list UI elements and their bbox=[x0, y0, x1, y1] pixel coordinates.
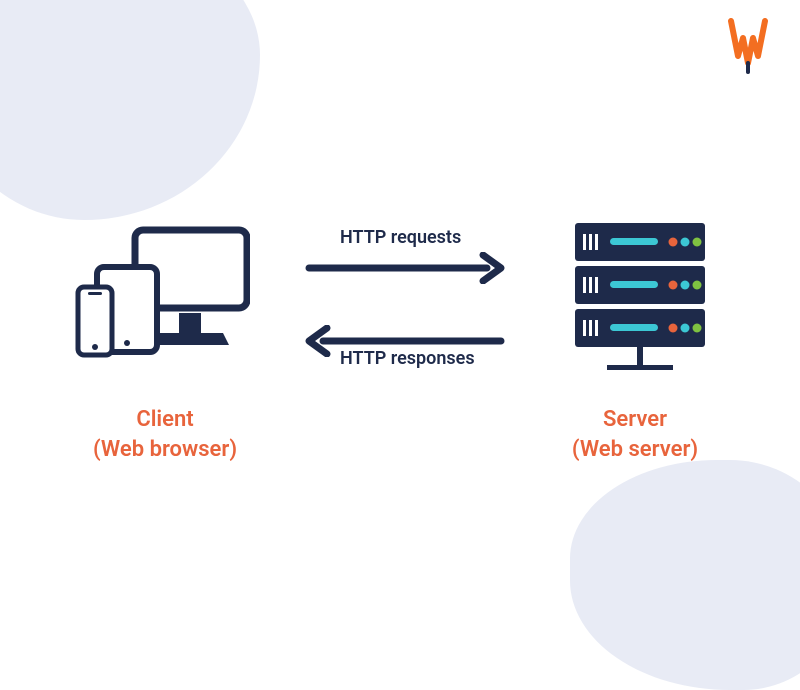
server-rack-icon bbox=[565, 218, 715, 392]
client-label: Client (Web browser) bbox=[75, 405, 255, 464]
client-devices-icon bbox=[75, 225, 250, 379]
client-subtitle: (Web browser) bbox=[75, 435, 255, 465]
server-label: Server (Web server) bbox=[545, 405, 725, 464]
client-title: Client bbox=[75, 405, 255, 435]
response-label: HTTP responses bbox=[340, 348, 475, 369]
brand-logo bbox=[728, 18, 768, 78]
request-label: HTTP requests bbox=[340, 227, 461, 248]
request-arrow-icon bbox=[305, 252, 505, 288]
server-title: Server bbox=[545, 405, 725, 435]
diagram-container: HTTP requests HTTP responses Client (Web… bbox=[0, 0, 800, 600]
server-subtitle: (Web server) bbox=[545, 435, 725, 465]
